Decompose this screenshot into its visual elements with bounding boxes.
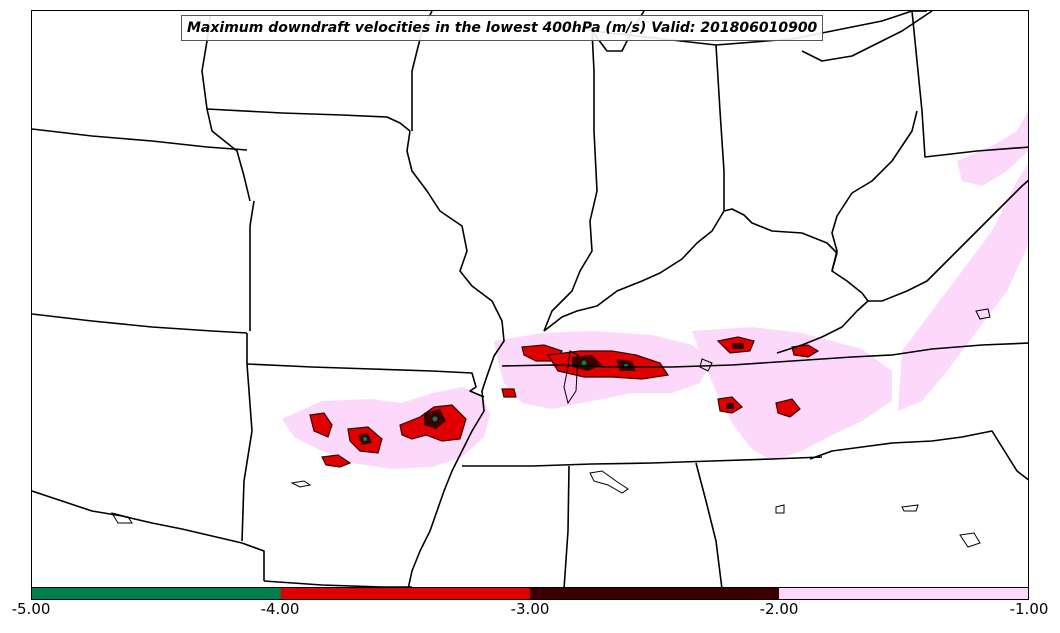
colorbar-tick-label: -1.00 (1009, 600, 1049, 618)
lake-outline (563, 350, 579, 405)
kentucky-tennessee-border (501, 342, 1028, 368)
virginia-westvirginia-border (868, 179, 1028, 302)
downdraft-cell (309, 412, 333, 438)
colorbar-segment (530, 588, 779, 599)
colorbar-tick-label: -5.00 (11, 600, 51, 618)
map-frame (31, 10, 1029, 588)
map-title: Maximum downdraft velocities in the lowe… (181, 15, 824, 41)
lake-erie-edge (801, 11, 933, 62)
iowa-missouri-border (32, 128, 248, 151)
downdraft-cell (791, 344, 820, 358)
texas-border (32, 490, 265, 581)
downdraft-extreme-point (432, 416, 438, 422)
lake-outline (290, 480, 312, 488)
missouri-east-border (201, 15, 251, 202)
downdraft-extreme-point (581, 360, 587, 366)
lakes (110, 308, 991, 548)
lake-outline (975, 308, 991, 320)
oklahoma-kansas-border (32, 313, 248, 334)
colorbar-tick-label: -3.00 (510, 600, 550, 618)
georgia-carolina-border (809, 430, 1028, 481)
downdraft-area-tennessee-east (692, 327, 892, 461)
lake-outline (959, 532, 981, 548)
colorbar-segment (779, 588, 1028, 599)
downdraft-cell (321, 454, 352, 468)
lake-outline (901, 504, 919, 512)
downdraft-area-ohio (957, 111, 1028, 186)
downdraft-cell (501, 388, 517, 398)
oklahoma-arkansas-border (241, 333, 253, 542)
missouri-north-border (206, 108, 411, 132)
lake-outline (110, 512, 133, 524)
state-boundaries (32, 11, 1028, 587)
lake-outline (589, 470, 629, 494)
map-canvas (32, 11, 1028, 587)
mississippi-river-border (406, 130, 505, 587)
indiana-ohio-border (715, 44, 725, 211)
kansas-missouri-border (249, 200, 255, 331)
colorbar-segment (281, 588, 530, 599)
ohio-river-border (543, 208, 869, 332)
louisiana-border (263, 580, 412, 587)
colorbar-tick-label: -4.00 (260, 600, 300, 618)
kentucky-virginia-border (776, 300, 869, 354)
arkansas-missouri-border (246, 363, 485, 398)
pennsylvania-border (911, 11, 1028, 158)
illinois-indiana-border (543, 30, 598, 332)
colorbar (31, 587, 1029, 600)
ohio-westvirginia-border (831, 110, 918, 272)
mississippi-alabama-border (563, 465, 570, 587)
downdraft-cell (775, 398, 801, 418)
downdraft-core (726, 403, 734, 409)
downdraft-core (732, 343, 744, 349)
colorbar-tick-label: -2.00 (759, 600, 799, 618)
lake-outline (699, 358, 713, 372)
alabama-georgia-border (695, 462, 723, 587)
tennessee-south-border (462, 456, 823, 467)
colorbar-segment (32, 588, 281, 599)
lake-outline (775, 504, 785, 514)
downdraft-light-shading (282, 111, 1028, 469)
downdraft-extreme-point (363, 437, 367, 441)
